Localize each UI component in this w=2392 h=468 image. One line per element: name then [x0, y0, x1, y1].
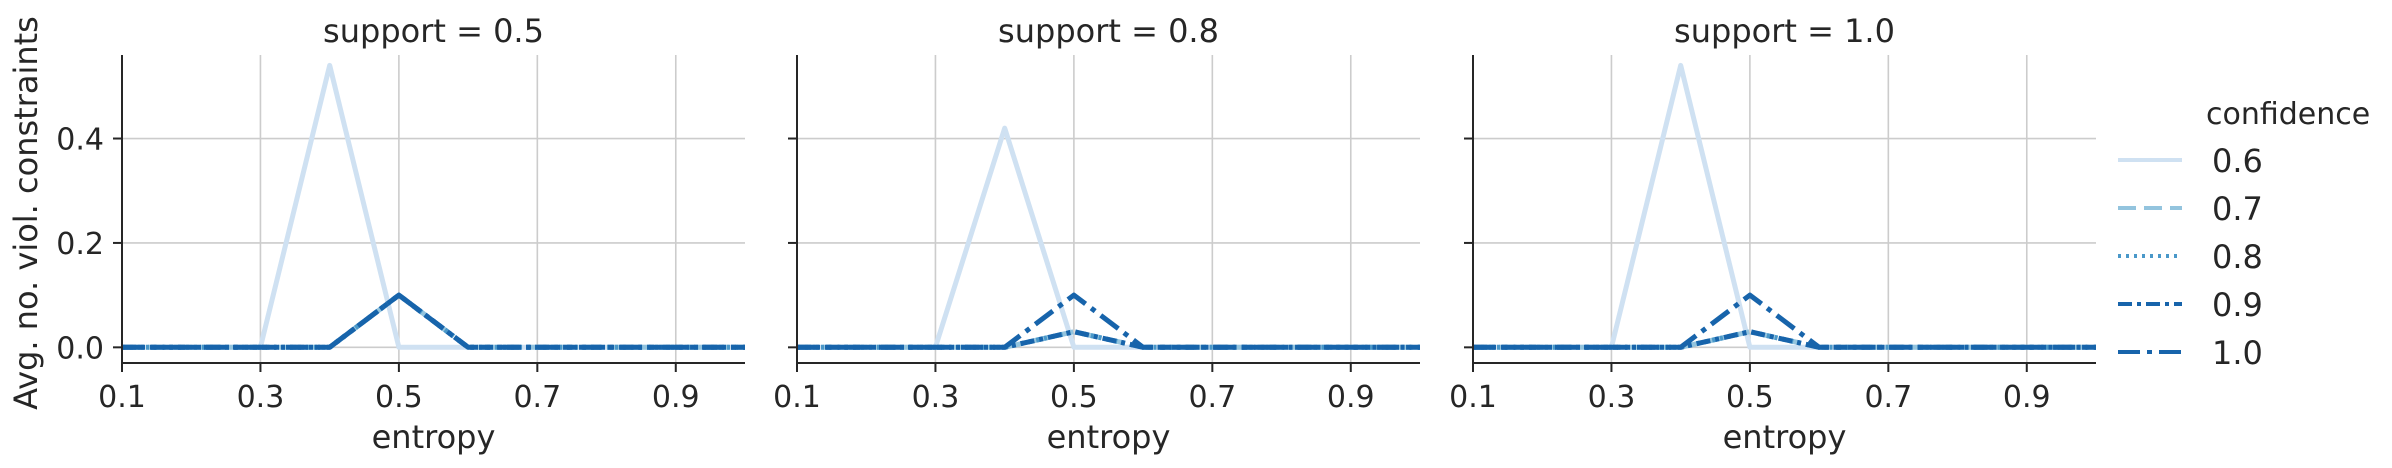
x-tick-label: 0.5 [1050, 380, 1098, 415]
legend-label: 0.8 [2212, 238, 2263, 276]
series-line-1-0 [797, 292, 1420, 350]
legend-title: confidence [2206, 97, 2370, 132]
x-axis-label: entropy [1047, 418, 1171, 456]
x-tick-label: 0.9 [2003, 380, 2051, 415]
y-tick-label: 0.2 [56, 227, 104, 262]
series-line-0-6 [1473, 62, 2096, 350]
legend-label: 0.7 [2212, 190, 2263, 228]
series-line-0-6 [122, 62, 745, 350]
x-tick-label: 0.5 [375, 380, 423, 415]
legend-label: 0.6 [2212, 142, 2263, 180]
x-tick-label: 0.3 [1588, 380, 1636, 415]
x-tick-label: 0.3 [912, 380, 960, 415]
panel-1: 0.1 0.3 0.5 0.7 0.9 0.0 0.2 0.4 support = 0.5 ent… [56, 12, 745, 456]
x-axis-label: entropy [372, 418, 496, 456]
chart-panels: 0.1 0.3 0.5 0.7 0.9 0.0 0.2 0.4 support = 0.5 ent… [56, 12, 2096, 456]
panel-3: 0.1 0.3 0.5 0.7 0.9 support = 1.0 entropy [1449, 12, 2096, 456]
x-tick-label: 0.5 [1726, 380, 1774, 415]
legend-label: 0.9 [2212, 286, 2263, 324]
x-axis-label: entropy [1723, 418, 1847, 456]
x-tick-label: 0.9 [1327, 380, 1375, 415]
x-tick-label: 0.1 [1449, 380, 1497, 415]
panel-title: support = 0.8 [998, 12, 1219, 50]
series-line-0-6 [797, 125, 1420, 350]
x-tick-label: 0.1 [773, 380, 821, 415]
series-line-1-0 [1473, 292, 2096, 350]
panel-title: support = 1.0 [1674, 12, 1895, 50]
panel-title: support = 0.5 [323, 12, 544, 50]
x-tick-label: 0.9 [652, 380, 700, 415]
y-tick-label: 0.0 [56, 331, 104, 366]
x-tick-label: 0.3 [237, 380, 285, 415]
legend-entries: 0.6 0.7 0.8 0.9 1.0 [2118, 142, 2263, 372]
x-tick-label: 0.7 [1864, 380, 1912, 415]
x-tick-label: 0.7 [1188, 380, 1236, 415]
legend-label: 1.0 [2212, 334, 2263, 372]
series-line-1-0 [122, 292, 745, 350]
x-tick-label: 0.1 [98, 380, 146, 415]
x-tick-label: 0.7 [513, 380, 561, 415]
y-tick-label: 0.4 [56, 123, 104, 158]
y-axis-label: Avg. no. viol. constraints [7, 16, 45, 410]
panel-2: 0.1 0.3 0.5 0.7 0.9 support = 0.8 entropy [773, 12, 1420, 456]
legend: confidence 0.6 0.7 0.8 0.9 1.0 [2118, 97, 2370, 372]
